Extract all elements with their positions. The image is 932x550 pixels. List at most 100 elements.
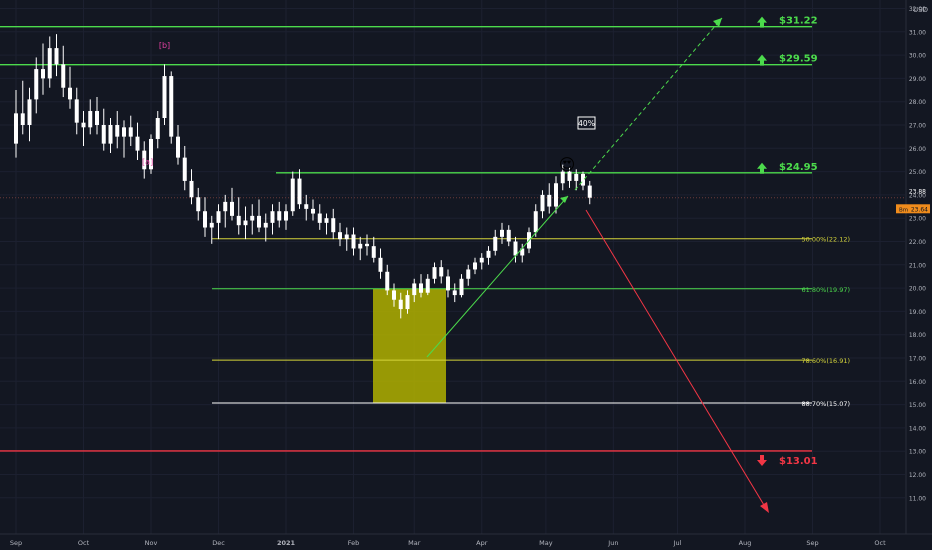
annotations: [b] [a] 40% 😍 <box>142 41 596 174</box>
candle-body <box>351 234 356 249</box>
candle-body <box>88 111 93 128</box>
candle-body <box>14 113 18 144</box>
candle-body <box>439 267 444 277</box>
time-tick-label: Nov <box>145 539 158 547</box>
candle-body <box>54 48 59 65</box>
impulse-line <box>426 195 569 358</box>
candles <box>14 34 592 319</box>
percent-box <box>577 116 596 130</box>
price-tick-label: 20.00 <box>909 286 926 293</box>
time-tick-label: Dec <box>212 539 225 547</box>
candle-body <box>392 290 396 300</box>
arrow-down-icon <box>757 454 767 466</box>
price-tick-label: 32.00 <box>909 6 926 13</box>
candle-body <box>230 201 234 216</box>
candle-body <box>425 278 430 293</box>
time-tick-label: Sep <box>10 539 22 547</box>
prev-price-tag <box>896 204 930 214</box>
price-tick-label: 15.00 <box>909 402 926 409</box>
candle-body <box>243 220 248 226</box>
price-tick-label: 28.00 <box>909 99 926 106</box>
price-tick-label: 12.00 <box>909 472 926 479</box>
candle-body <box>560 171 565 184</box>
candle-body <box>479 257 484 263</box>
candle-body <box>412 283 417 296</box>
candle-body <box>513 241 518 256</box>
price-axis[interactable]: 32.00 31.00 30.00 29.00 28.00 27.00 26.00 25.00… <box>896 0 930 534</box>
candle-body <box>547 194 552 207</box>
candle-body <box>122 127 126 137</box>
fib-level-label: 88.70%(15.07) <box>802 400 850 408</box>
candle-body <box>419 283 423 293</box>
candle-body <box>263 222 268 228</box>
candle-body <box>587 185 592 198</box>
last-price-label: 23.88 <box>909 189 926 196</box>
candle-body <box>115 125 120 137</box>
candle-body <box>324 218 329 223</box>
candle-body <box>250 215 255 221</box>
price-tick-label: 18.00 <box>909 332 926 339</box>
arrow-up-icon <box>757 16 767 28</box>
projection-arrows <box>426 17 769 513</box>
candle-body <box>203 211 207 228</box>
time-tick-label: Oct <box>78 539 90 547</box>
candle-body <box>486 250 491 258</box>
price-tick-label: 27.00 <box>909 123 926 130</box>
price-tick-label: 22.00 <box>909 239 926 246</box>
target-label: $13.01 <box>779 456 818 467</box>
time-tick-label: Mar <box>408 539 421 547</box>
candle-body <box>398 299 403 310</box>
candle-body <box>574 173 579 181</box>
candle-body <box>493 236 498 251</box>
candle-body <box>317 213 322 223</box>
candle-body <box>358 243 363 249</box>
candle-body <box>20 113 25 125</box>
candle-body <box>182 157 187 181</box>
projection-arrowhead <box>713 18 722 27</box>
time-tick-label: May <box>539 539 553 547</box>
price-tick-label: 29.00 <box>909 76 926 83</box>
projection-dashed-line <box>574 17 723 191</box>
target-label: $29.59 <box>779 54 818 65</box>
candle-body <box>311 208 315 214</box>
candle-body <box>567 171 572 181</box>
candle-body <box>554 183 558 207</box>
fib-level-label: 50.00%(22.12) <box>802 236 850 244</box>
candle-body <box>236 215 241 226</box>
candle-body <box>196 197 201 212</box>
candle-body <box>108 125 113 144</box>
time-tick-label: Apr <box>476 539 488 547</box>
price-tick-label: 25.00 <box>909 169 926 176</box>
candle-body <box>338 232 342 240</box>
candle-body <box>95 111 99 125</box>
price-tick-label: 24.00 <box>909 192 926 199</box>
percent-label: 40% <box>578 119 595 128</box>
arrow-up-icon <box>757 162 767 174</box>
candle-body <box>74 99 79 123</box>
candle-body <box>81 122 86 128</box>
time-tick-label: Aug <box>739 539 752 547</box>
candle-body <box>176 136 180 158</box>
price-tick-label: 31.00 <box>909 29 926 36</box>
candle-body <box>304 204 309 209</box>
horizontal-levels: $31.22 $29.59 $24.95 $13.01 50.00%(22.12) 61.… <box>0 16 905 467</box>
price-tick-label: 23.00 <box>909 216 926 223</box>
candle-body <box>27 99 32 125</box>
grid-lines <box>0 0 905 534</box>
candle-body <box>169 76 174 137</box>
candle-body <box>257 215 261 228</box>
time-tick-label: Feb <box>348 539 360 547</box>
candle-body <box>331 218 336 233</box>
fib-level-label: 78.60%(16.91) <box>802 357 850 365</box>
time-axis[interactable]: Sep Oct Nov Dec 2021 Feb Mar Apr May Jun Jul Aug Sep… <box>0 533 932 547</box>
price-tick-label: 16.00 <box>909 379 926 386</box>
bearish-line <box>585 209 768 511</box>
candle-body <box>61 64 66 88</box>
target-label: $24.95 <box>779 162 818 173</box>
candle-body <box>500 229 504 237</box>
candle-body <box>135 136 140 151</box>
candle-body <box>506 229 511 242</box>
candle-body <box>520 248 525 256</box>
price-tick-label: 14.00 <box>909 425 926 432</box>
